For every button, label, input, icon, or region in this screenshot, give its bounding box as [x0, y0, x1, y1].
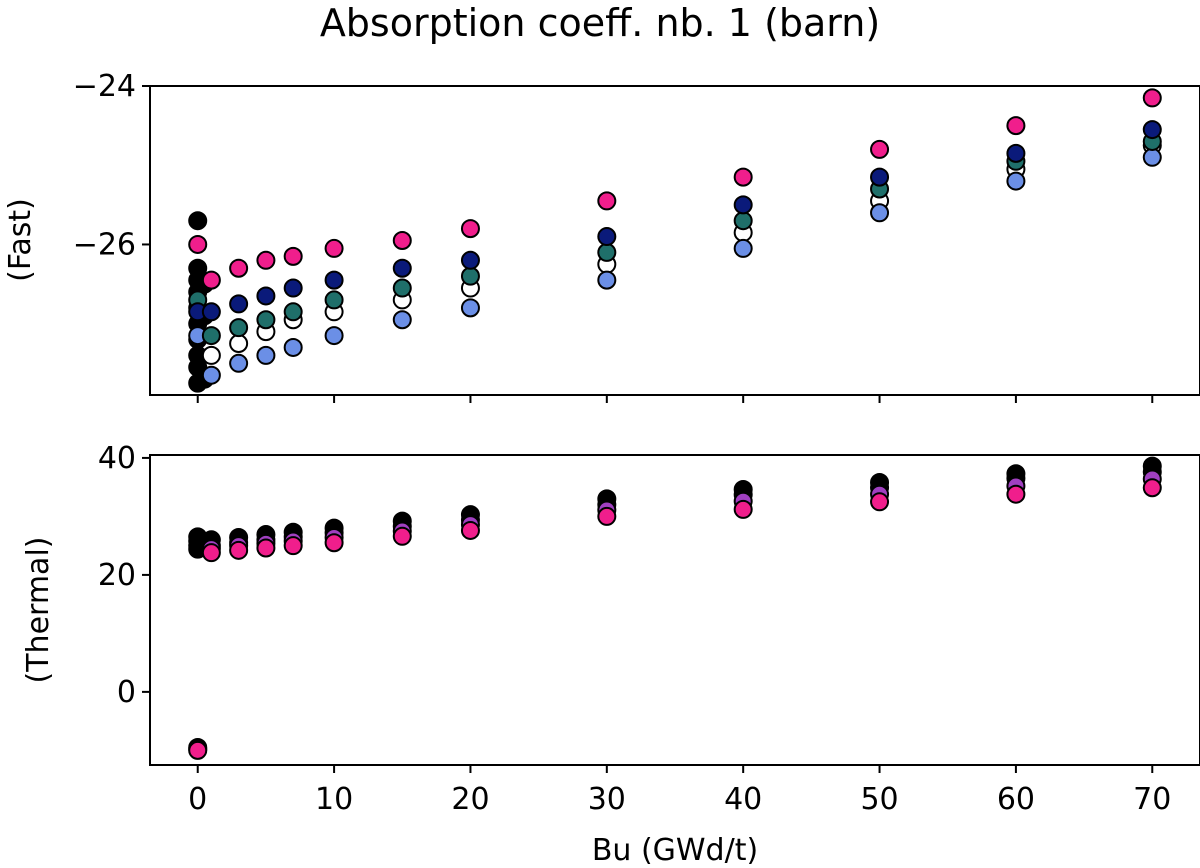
data-point: [229, 353, 249, 373]
data-point: [460, 266, 480, 286]
data-point: [392, 310, 412, 330]
data-point: [597, 242, 617, 262]
data-point: [188, 211, 208, 231]
data-point: [201, 345, 221, 365]
data-point: [188, 740, 208, 760]
data-point: [283, 337, 303, 357]
data-point: [870, 203, 890, 223]
data-point: [460, 250, 480, 270]
data-point: [201, 543, 221, 563]
data-point: [188, 234, 208, 254]
data-point: [460, 219, 480, 239]
data-point: [597, 191, 617, 211]
x-tick-label: 10: [315, 782, 353, 817]
fast-plot-frame: [149, 85, 1200, 396]
data-point: [324, 326, 344, 346]
data-point: [1006, 171, 1026, 191]
data-point: [392, 278, 412, 298]
y-tick-label: −26: [73, 227, 136, 262]
thermal-y-axis-label: (Thermal): [21, 537, 56, 684]
y-tick-label: 0: [117, 675, 136, 710]
data-point: [1142, 120, 1162, 140]
data-point: [460, 520, 480, 540]
data-point: [256, 286, 276, 306]
data-point: [229, 540, 249, 560]
data-point: [870, 139, 890, 159]
x-tick-label: 20: [451, 782, 489, 817]
data-point: [870, 167, 890, 187]
data-point: [201, 302, 221, 322]
data-point: [392, 231, 412, 250]
data-point: [201, 365, 221, 385]
data-point: [870, 492, 890, 512]
data-point: [597, 227, 617, 247]
data-point: [256, 345, 276, 365]
data-point: [1006, 116, 1026, 136]
data-point: [201, 326, 221, 346]
data-point: [324, 290, 344, 310]
data-point: [201, 270, 221, 290]
fast-y-axis-label: (Fast): [3, 198, 38, 282]
thermal-plot-frame: [149, 454, 1200, 766]
x-tick-label: 40: [724, 782, 762, 817]
data-point: [283, 536, 303, 556]
data-point: [1142, 478, 1162, 498]
data-point: [392, 526, 412, 546]
x-tick-label: 60: [997, 782, 1035, 817]
y-tick-label: −24: [73, 69, 136, 104]
data-point: [392, 258, 412, 278]
data-point: [733, 167, 753, 187]
data-point: [283, 278, 303, 298]
data-point: [1142, 88, 1162, 108]
data-point: [324, 533, 344, 553]
data-point: [229, 258, 249, 278]
data-point: [1006, 143, 1026, 163]
data-point: [256, 250, 276, 270]
chart-title: Absorption coeff. nb. 1 (barn): [320, 1, 880, 45]
data-point: [256, 538, 276, 558]
data-point: [324, 270, 344, 290]
data-point: [733, 499, 753, 519]
data-point: [256, 310, 276, 330]
data-point: [1006, 484, 1026, 504]
y-tick-label: 20: [98, 558, 136, 593]
data-point: [733, 238, 753, 258]
data-point: [1142, 147, 1162, 167]
data-point: [229, 318, 249, 338]
x-tick-label: 30: [588, 782, 626, 817]
x-axis-label: Bu (GWd/t): [592, 833, 758, 868]
fast-panel: −24 −26 (Fast): [3, 69, 1200, 403]
data-point: [597, 506, 617, 526]
data-point: [733, 195, 753, 215]
data-point: [283, 302, 303, 322]
y-tick-label: 40: [98, 441, 136, 476]
x-tick-label: 70: [1133, 782, 1171, 817]
data-point: [229, 294, 249, 314]
data-point: [460, 298, 480, 318]
data-point: [324, 238, 344, 258]
data-point: [733, 211, 753, 231]
x-tick-label: 0: [188, 782, 207, 817]
thermal-panel: 40 20 0 0 10 20 30 40 50 60 70 (Thermal): [21, 441, 1200, 817]
x-tick-label: 50: [860, 782, 898, 817]
data-point: [229, 334, 249, 353]
data-point: [597, 270, 617, 290]
data-point: [283, 246, 303, 266]
